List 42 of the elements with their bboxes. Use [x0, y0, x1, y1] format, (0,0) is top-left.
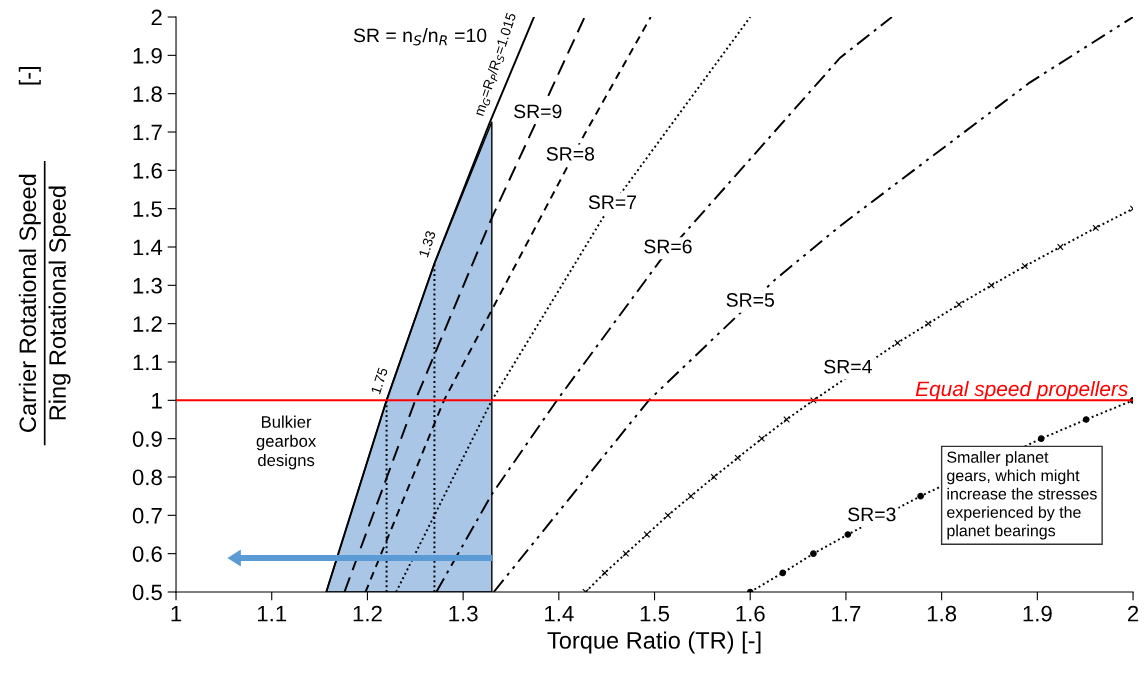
y-tick-label: 1.5 [133, 201, 162, 217]
y-tick-label: 1.4 [133, 239, 163, 256]
y-tick-label: 2 [151, 9, 162, 26]
ref-line-label: Equal speed propellers [915, 380, 1128, 401]
series-label: SR=3 [848, 507, 896, 522]
x-axis-title: Torque Ratio (TR) [-] [547, 631, 761, 654]
y-tick-label: 0.6 [132, 546, 162, 562]
y-tick-label: 0.9 [132, 431, 162, 447]
y-tick-label: 1.6 [133, 162, 162, 179]
y-tick-label: 1.8 [133, 86, 162, 102]
annotation: Smaller planet gears, which might increase the stresses experienced by the planet bearings [947, 451, 1097, 540]
y-tick-label: 0.7 [132, 507, 162, 524]
text: Carrier Rotational Speed Ring Rotational Speed [-] [18, 66, 71, 432]
x-tick-label: 1.3 [449, 605, 478, 622]
y-tick-label: 1.3 [133, 277, 162, 294]
series-label: SR = n$_{S}$/n$_{R}$ =10 [353, 27, 487, 46]
x-tick-label: 1.1 [257, 606, 287, 622]
y-tick-label: 0.8 [132, 469, 162, 486]
x-tick-label: 2 [1127, 605, 1139, 622]
annotation: 1.33 [418, 230, 436, 258]
x-tick-label: 1.9 [1023, 605, 1052, 622]
x-tick-label: 1.4 [545, 606, 574, 622]
series-label: SR=6 [644, 239, 692, 254]
y-tick-label: 1.9 [133, 47, 162, 64]
series-label: SR=8 [546, 147, 595, 161]
y-tick-label: 1.2 [133, 316, 162, 332]
y-tick-label: 1 [152, 393, 162, 409]
x-tick-label: 1.2 [353, 605, 382, 622]
y-tick-label: 1.1 [133, 354, 162, 371]
series-label: SR=4 [824, 359, 872, 374]
series-label: SR=7 [588, 195, 637, 210]
annotation: 1.75 [370, 367, 388, 395]
x-tick-label: 1 [171, 606, 182, 622]
series-label: SR=5 [726, 293, 775, 307]
x-tick-label: 1.5 [640, 606, 670, 622]
annotation: Bulkier gearbox designs [256, 415, 317, 470]
x-tick-label: 1.7 [832, 606, 861, 622]
y-tick-label: 0.5 [132, 584, 162, 601]
x-tick-label: 1.6 [736, 605, 765, 622]
x-tick-label: 1.8 [927, 605, 957, 622]
y-tick-label: 1.7 [133, 124, 162, 141]
series-label: SR=9 [514, 104, 562, 119]
